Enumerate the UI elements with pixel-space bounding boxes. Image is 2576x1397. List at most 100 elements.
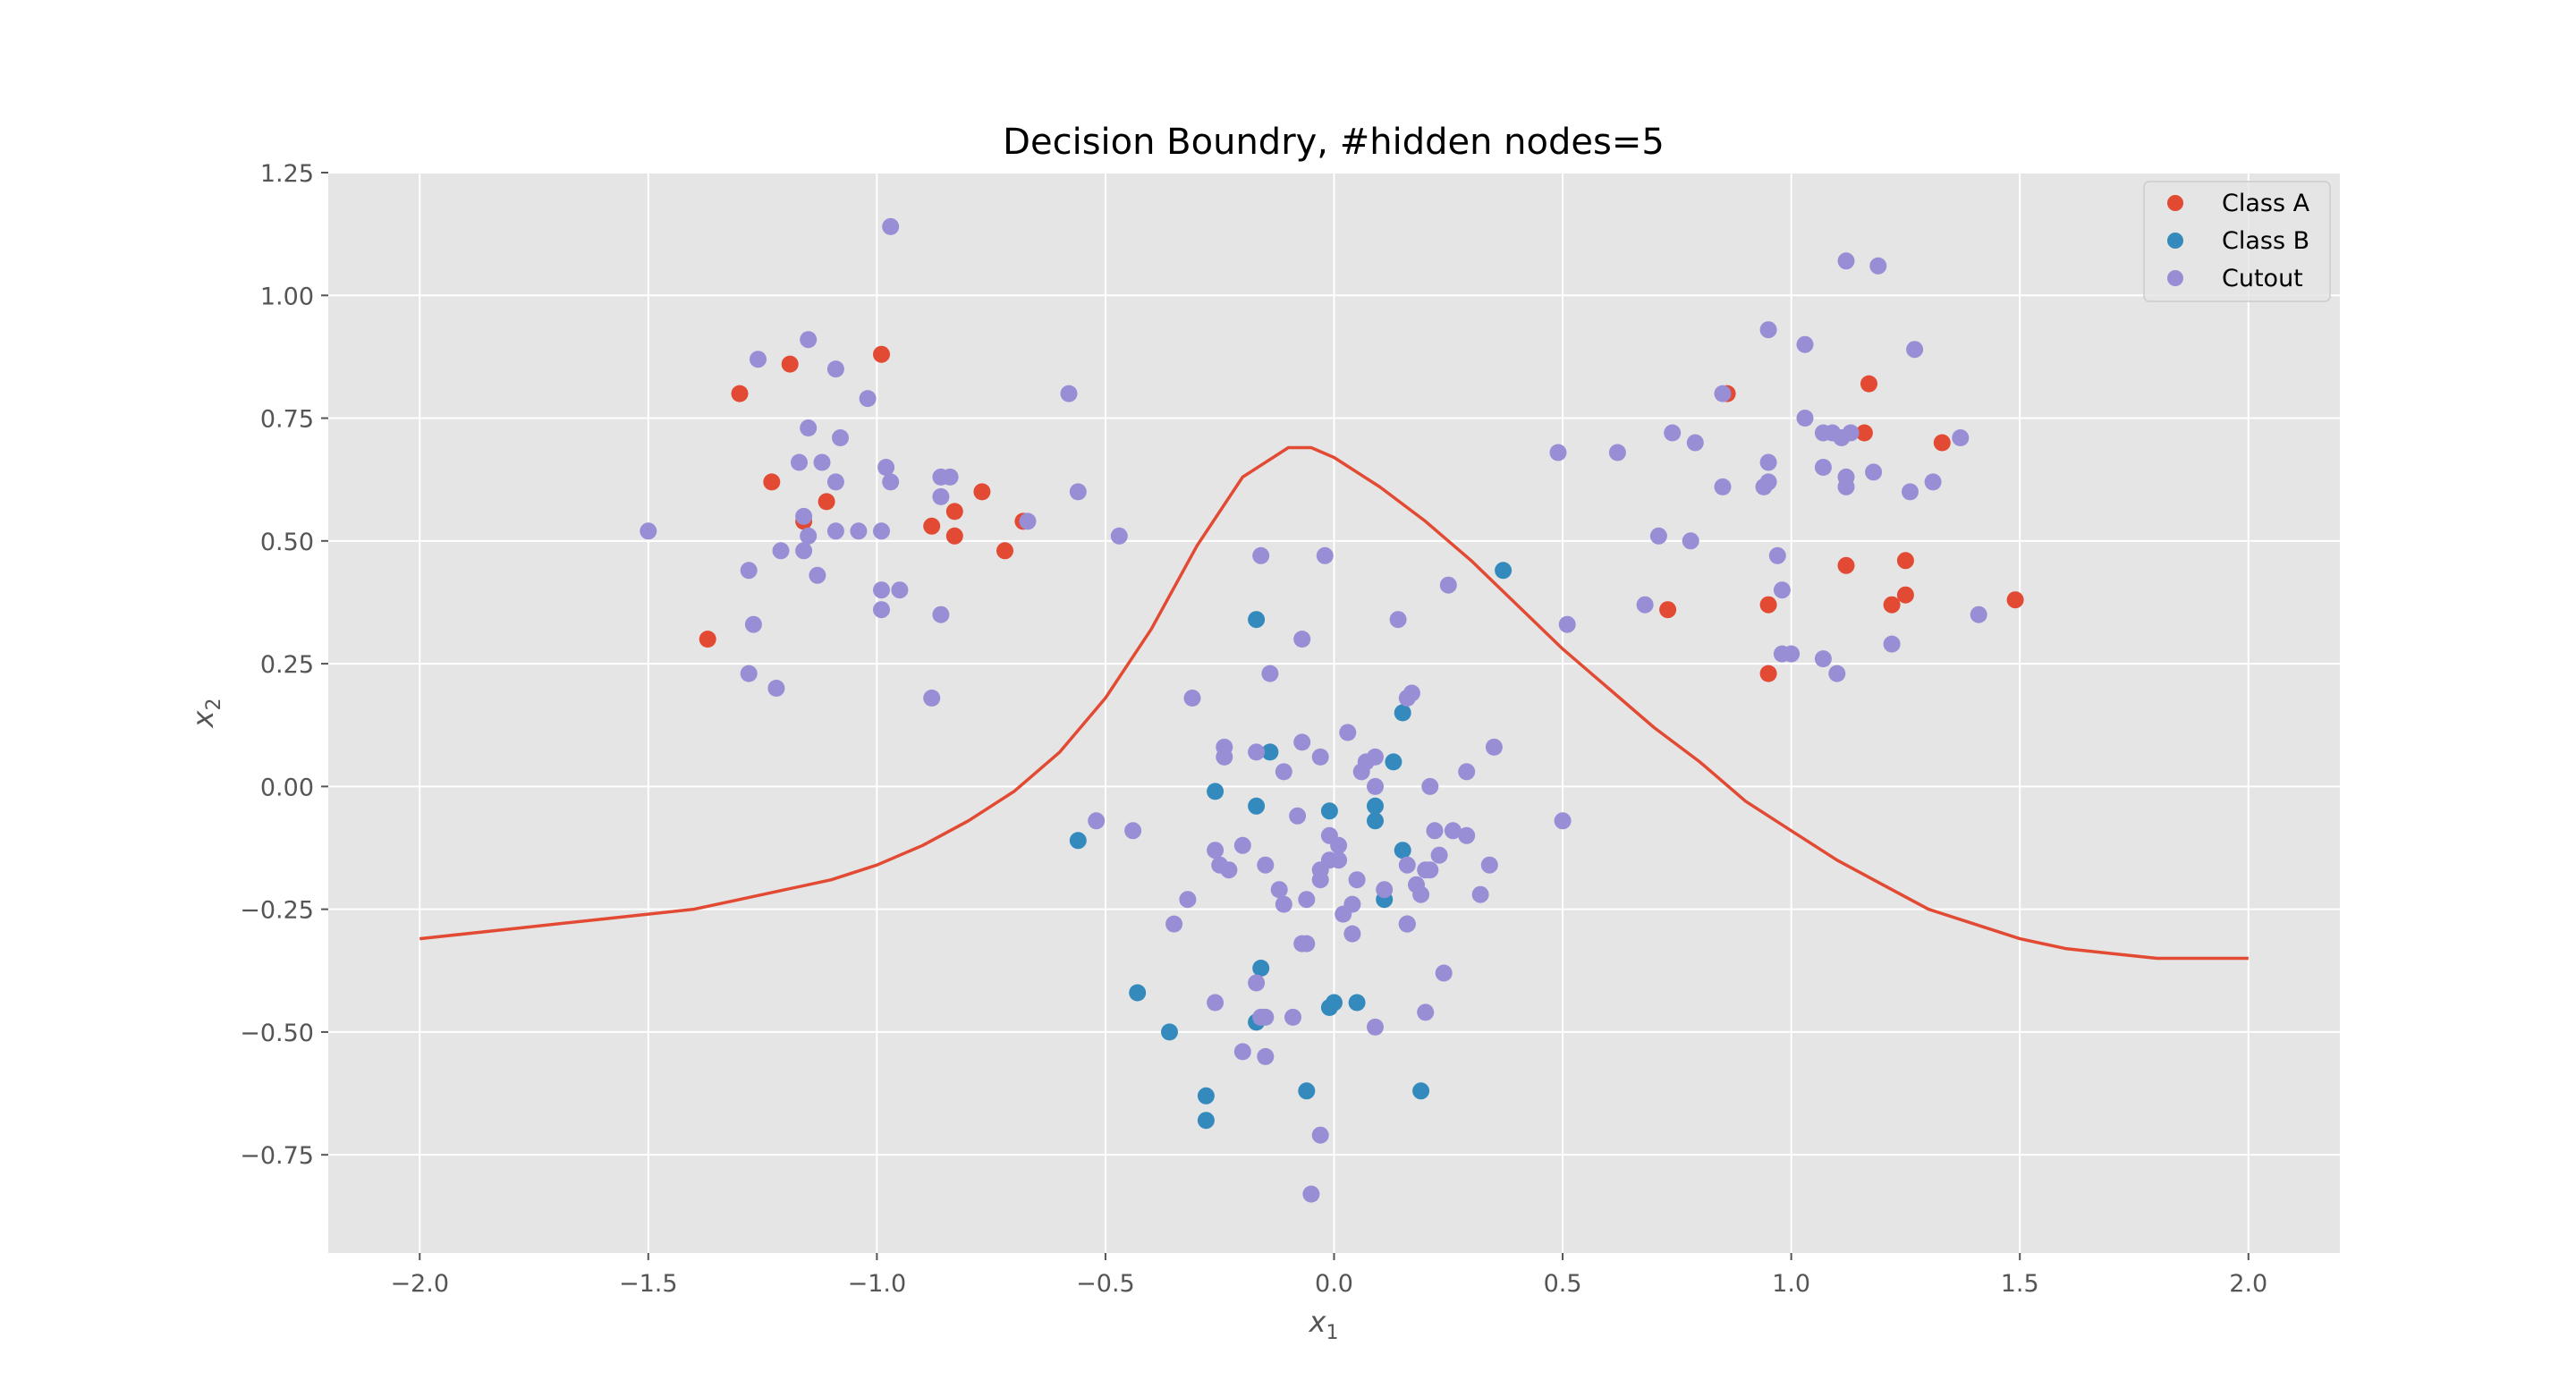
point-cutout	[1480, 856, 1498, 874]
point-cutout	[1485, 738, 1503, 756]
point-class-b	[1207, 783, 1224, 800]
point-cutout	[1316, 546, 1334, 564]
point-cutout	[1768, 546, 1786, 564]
point-cutout	[1906, 341, 1924, 359]
point-cutout	[1773, 581, 1791, 599]
legend-marker-cutout	[2167, 270, 2183, 286]
point-cutout	[744, 615, 762, 633]
point-class-b	[1394, 704, 1411, 722]
point-cutout	[850, 522, 868, 540]
point-cutout	[1759, 453, 1777, 471]
point-class-b	[1248, 797, 1266, 815]
point-cutout	[1233, 1043, 1251, 1061]
x-tick-label: −0.5	[1076, 1270, 1135, 1298]
point-cutout	[1298, 891, 1316, 909]
point-cutout	[932, 605, 950, 623]
point-cutout	[767, 680, 785, 697]
point-class-a	[1837, 556, 1855, 574]
point-cutout	[1293, 631, 1311, 648]
point-cutout	[1367, 1018, 1384, 1036]
point-cutout	[1759, 321, 1777, 339]
point-cutout	[1398, 856, 1416, 874]
point-class-b	[1495, 562, 1513, 580]
x-axis-label: x1	[1309, 1305, 1339, 1344]
point-cutout	[1837, 252, 1855, 270]
point-cutout	[1549, 444, 1567, 461]
point-cutout	[1348, 871, 1366, 889]
point-cutout	[1814, 650, 1832, 668]
x-tick-label: 1.0	[1772, 1270, 1810, 1298]
x-tick-label: 2.0	[2229, 1270, 2267, 1298]
legend-label-class-a: Class A	[2222, 190, 2310, 217]
point-cutout	[1842, 424, 1860, 442]
point-cutout	[1207, 842, 1224, 859]
point-cutout	[1248, 743, 1266, 761]
point-cutout	[1649, 527, 1667, 545]
point-cutout	[1714, 478, 1732, 495]
point-cutout	[891, 581, 909, 599]
point-class-b	[1385, 753, 1402, 771]
y-tick-label: 0.25	[260, 651, 314, 679]
point-class-a	[1933, 434, 1951, 452]
point-cutout	[1869, 257, 1887, 275]
point-cutout	[772, 542, 790, 560]
point-cutout	[1714, 385, 1732, 402]
point-cutout	[1389, 611, 1407, 629]
y-tick-label: 0.50	[260, 529, 314, 556]
point-cutout	[1902, 483, 1919, 501]
y-tick-label: 0.00	[260, 774, 314, 801]
point-cutout	[1302, 1185, 1320, 1203]
point-cutout	[923, 690, 941, 707]
point-cutout	[1293, 733, 1311, 751]
point-cutout	[1069, 483, 1087, 501]
point-cutout	[1412, 885, 1430, 903]
point-cutout	[932, 487, 950, 505]
point-cutout	[809, 566, 826, 584]
point-class-b	[1367, 797, 1384, 815]
legend-label-cutout: Cutout	[2222, 265, 2303, 292]
point-cutout	[1343, 925, 1361, 943]
point-cutout	[1207, 994, 1224, 1012]
point-cutout	[873, 522, 890, 540]
point-class-a	[1883, 596, 1901, 614]
point-cutout	[1398, 690, 1416, 707]
point-cutout	[1796, 335, 1814, 353]
point-class-b	[1261, 743, 1279, 761]
decision-boundary-line	[419, 445, 2249, 961]
point-cutout	[1330, 836, 1348, 854]
point-cutout	[1257, 856, 1275, 874]
point-class-b	[1298, 1082, 1316, 1100]
point-cutout	[1252, 546, 1270, 564]
point-cutout	[873, 601, 890, 619]
point-cutout	[1376, 881, 1394, 899]
point-cutout	[1275, 763, 1292, 781]
point-class-b	[1348, 994, 1366, 1012]
legend-marker-class-b	[2167, 233, 2183, 249]
point-cutout	[1019, 512, 1037, 530]
point-cutout	[1924, 473, 1942, 491]
point-cutout	[1284, 1008, 1301, 1026]
point-cutout	[1636, 596, 1654, 614]
point-cutout	[1755, 478, 1773, 495]
point-cutout	[640, 522, 657, 540]
point-class-a	[2006, 591, 2024, 609]
point-cutout	[813, 453, 831, 471]
point-class-a	[1759, 665, 1777, 682]
point-cutout	[1311, 1126, 1329, 1144]
point-class-b	[1320, 802, 1338, 820]
point-class-b	[1161, 1023, 1178, 1041]
point-cutout	[1444, 822, 1462, 840]
point-class-a	[1860, 375, 1877, 393]
point-cutout	[1664, 424, 1682, 442]
point-cutout	[826, 473, 844, 491]
point-cutout	[791, 453, 808, 471]
point-cutout	[1257, 1008, 1275, 1026]
point-cutout	[1124, 822, 1142, 840]
point-cutout	[882, 217, 900, 235]
point-cutout	[750, 351, 767, 368]
point-cutout	[1837, 478, 1855, 495]
point-cutout	[1417, 1003, 1435, 1021]
point-class-a	[1896, 586, 1914, 604]
point-class-a	[1759, 596, 1777, 614]
